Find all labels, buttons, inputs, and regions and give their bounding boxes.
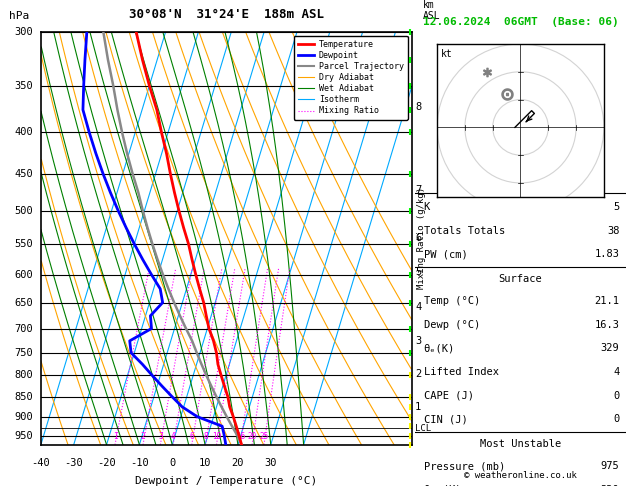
Text: Totals Totals: Totals Totals bbox=[423, 226, 505, 236]
Text: -20: -20 bbox=[97, 458, 116, 468]
Text: 2: 2 bbox=[141, 433, 145, 441]
Text: 10: 10 bbox=[199, 458, 211, 468]
Text: CIN (J): CIN (J) bbox=[423, 414, 467, 424]
Text: km
ASL: km ASL bbox=[423, 0, 441, 21]
Text: kt: kt bbox=[440, 49, 452, 59]
Text: 400: 400 bbox=[14, 127, 33, 138]
Text: 0: 0 bbox=[613, 414, 620, 424]
Text: 30°08'N  31°24'E  188m ASL: 30°08'N 31°24'E 188m ASL bbox=[129, 8, 324, 21]
Text: 4: 4 bbox=[171, 433, 175, 441]
Text: 1.83: 1.83 bbox=[594, 249, 620, 259]
Text: 350: 350 bbox=[14, 81, 33, 90]
Text: 8: 8 bbox=[415, 102, 421, 112]
Text: Most Unstable: Most Unstable bbox=[480, 439, 561, 449]
Text: 6: 6 bbox=[189, 433, 194, 441]
Text: 4: 4 bbox=[613, 367, 620, 377]
Text: 330: 330 bbox=[601, 485, 620, 486]
Text: 6: 6 bbox=[415, 233, 421, 243]
Text: 0: 0 bbox=[169, 458, 175, 468]
Text: 16.3: 16.3 bbox=[594, 320, 620, 330]
Text: 2: 2 bbox=[415, 369, 421, 380]
Text: 300: 300 bbox=[14, 27, 33, 36]
Text: 25: 25 bbox=[259, 433, 269, 441]
Text: θₑ(K): θₑ(K) bbox=[423, 344, 455, 353]
Text: 38: 38 bbox=[607, 226, 620, 236]
Text: 950: 950 bbox=[14, 431, 33, 441]
Text: 329: 329 bbox=[601, 344, 620, 353]
Text: 1: 1 bbox=[415, 402, 421, 412]
Legend: Temperature, Dewpoint, Parcel Trajectory, Dry Adiabat, Wet Adiabat, Isotherm, Mi: Temperature, Dewpoint, Parcel Trajectory… bbox=[294, 36, 408, 120]
Text: 800: 800 bbox=[14, 370, 33, 381]
Text: 550: 550 bbox=[14, 239, 33, 249]
Text: 975: 975 bbox=[601, 461, 620, 471]
Text: Pressure (mb): Pressure (mb) bbox=[423, 461, 505, 471]
Text: 500: 500 bbox=[14, 206, 33, 216]
Text: -40: -40 bbox=[31, 458, 50, 468]
Text: © weatheronline.co.uk: © weatheronline.co.uk bbox=[464, 471, 577, 480]
Text: hPa: hPa bbox=[9, 11, 30, 21]
Text: 750: 750 bbox=[14, 348, 33, 358]
Text: 16: 16 bbox=[236, 433, 245, 441]
Text: PW (cm): PW (cm) bbox=[423, 249, 467, 259]
Text: 900: 900 bbox=[14, 412, 33, 422]
Text: 8: 8 bbox=[203, 433, 208, 441]
Text: Dewp (°C): Dewp (°C) bbox=[423, 320, 480, 330]
Text: 21.1: 21.1 bbox=[594, 296, 620, 306]
Text: 4: 4 bbox=[415, 302, 421, 312]
Text: 0: 0 bbox=[613, 391, 620, 400]
Text: 700: 700 bbox=[14, 324, 33, 333]
Text: Mixing Ratio (g/kg): Mixing Ratio (g/kg) bbox=[417, 187, 426, 289]
Text: Temp (°C): Temp (°C) bbox=[423, 296, 480, 306]
Text: 12.06.2024  06GMT  (Base: 06): 12.06.2024 06GMT (Base: 06) bbox=[423, 17, 618, 27]
Text: LCL: LCL bbox=[415, 424, 431, 433]
Text: 3: 3 bbox=[415, 336, 421, 346]
Text: 7: 7 bbox=[415, 186, 421, 195]
Text: K: K bbox=[423, 202, 430, 212]
Text: -30: -30 bbox=[64, 458, 83, 468]
Text: CAPE (J): CAPE (J) bbox=[423, 391, 474, 400]
Text: 650: 650 bbox=[14, 297, 33, 308]
Text: Surface: Surface bbox=[499, 274, 542, 284]
Text: 5: 5 bbox=[613, 202, 620, 212]
Text: 450: 450 bbox=[14, 169, 33, 179]
Text: 20: 20 bbox=[231, 458, 244, 468]
Text: 5: 5 bbox=[415, 267, 421, 277]
Text: -10: -10 bbox=[130, 458, 149, 468]
Text: 20: 20 bbox=[247, 433, 257, 441]
Text: 10: 10 bbox=[212, 433, 221, 441]
Text: 30: 30 bbox=[265, 458, 277, 468]
Text: 1: 1 bbox=[113, 433, 118, 441]
Text: 850: 850 bbox=[14, 392, 33, 401]
Text: θₑ (K): θₑ (K) bbox=[423, 485, 461, 486]
Text: Dewpoint / Temperature (°C): Dewpoint / Temperature (°C) bbox=[135, 476, 318, 486]
Text: 3: 3 bbox=[158, 433, 163, 441]
Text: 600: 600 bbox=[14, 270, 33, 279]
Text: Lifted Index: Lifted Index bbox=[423, 367, 499, 377]
